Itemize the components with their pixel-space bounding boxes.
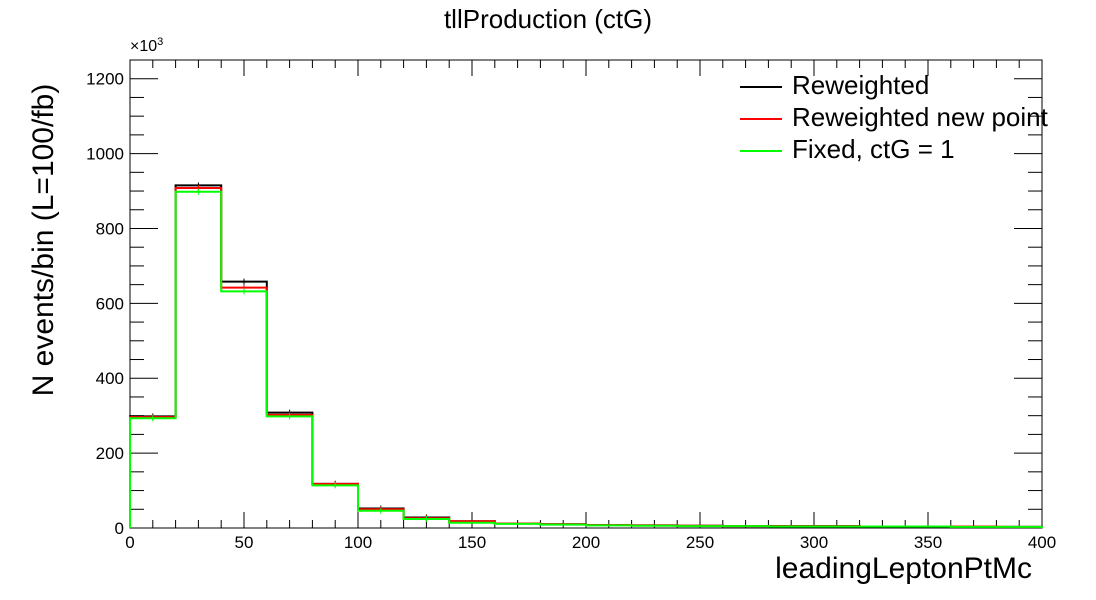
x-tick-label: 100 <box>344 533 372 552</box>
x-tick-label: 200 <box>572 533 600 552</box>
x-tick-label: 150 <box>458 533 486 552</box>
y-axis-multiplier-base: ×10 <box>130 38 158 55</box>
legend-line-fixed <box>740 150 782 152</box>
legend-label-fixed: Fixed, ctG = 1 <box>792 134 955 164</box>
y-tick-label: 1200 <box>86 70 124 89</box>
y-tick-label: 0 <box>115 519 124 538</box>
x-tick-label: 400 <box>1028 533 1056 552</box>
chart-title: tllProduction (ctG) <box>443 4 653 34</box>
y-tick-label: 600 <box>96 294 124 313</box>
y-tick-label: 800 <box>96 219 124 238</box>
legend-line-reweighted-new-point <box>740 118 782 120</box>
x-axis-label: leadingLeptonPtMc <box>775 552 1032 585</box>
y-axis-multiplier: ×103 <box>130 36 163 56</box>
y-axis-multiplier-exponent: 3 <box>157 36 164 48</box>
legend-label-reweighted: Reweighted <box>792 70 930 100</box>
x-tick-label: 50 <box>235 533 254 552</box>
legend-line-reweighted <box>740 86 782 88</box>
series-2-histogram <box>129 190 1043 528</box>
y-tick-label: 200 <box>96 444 124 463</box>
y-tick-label: 400 <box>96 369 124 388</box>
x-tick-label: 250 <box>686 533 714 552</box>
y-axis-label: N events/bin (L=100/fb) <box>27 83 60 397</box>
legend-label-reweighted-new-point: Reweighted new point <box>792 102 1048 132</box>
x-tick-label: 350 <box>914 533 942 552</box>
x-tick-label: 300 <box>800 533 828 552</box>
y-tick-label: 1000 <box>86 145 124 164</box>
x-tick-label: 0 <box>125 533 134 552</box>
